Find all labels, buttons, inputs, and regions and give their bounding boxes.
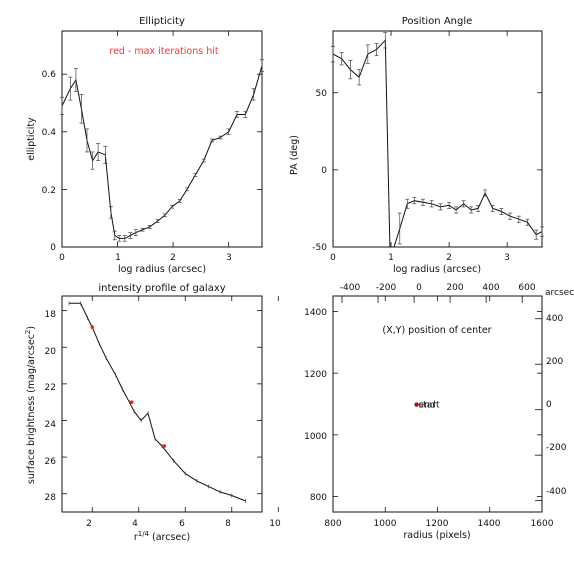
ellipticity-ytick-label: 0.6 <box>42 70 57 80</box>
intensity-profile-ylabel-sup: 2 <box>24 330 32 334</box>
position-angle-xtick-label: 2 <box>446 253 452 263</box>
intensity-profile-panel: intensity profile of galaxy r1/4 (arcsec)… <box>24 283 281 543</box>
intensity-profile-xtick-label: 2 <box>86 519 92 529</box>
center-position-xtick-label: 1600 <box>531 519 554 529</box>
center-position-xtick-label: 1200 <box>426 519 449 529</box>
ellipticity-ylabel: ellipticity <box>26 117 37 161</box>
center-position-xticks: 800 1000 1200 1400 1600 <box>324 519 553 529</box>
intensity-profile-ytick-label: 22 <box>45 383 56 393</box>
intensity-profile-ytick-label: 18 <box>45 310 57 320</box>
center-position-top-tick-label: 600 <box>518 283 535 293</box>
intensity-profile-xlabel-main: r <box>134 532 138 543</box>
intensity-profile-xtick-label: 4 <box>132 519 138 529</box>
ellipticity-series-line <box>61 65 263 239</box>
intensity-profile-ytick-label: 20 <box>45 347 57 357</box>
center-position-top-tick-label: 0 <box>416 283 422 293</box>
ellipticity-ytick-label: 0.4 <box>42 128 57 138</box>
ellipticity-title: Ellipticity <box>139 16 185 27</box>
ellipticity-frame <box>61 30 263 248</box>
center-position-yticks-right: -400 -200 0 200 400 <box>546 314 567 497</box>
center-position-top-tick-label: -400 <box>340 283 361 293</box>
intensity-profile-xtick-label: 10 <box>269 519 281 529</box>
position-angle-ytick-label: -50 <box>312 243 327 253</box>
center-position-right-tick-label: 200 <box>546 357 563 367</box>
intensity-profile-frame <box>61 295 263 513</box>
intensity-profile-ytick-label: 28 <box>45 493 57 503</box>
position-angle-xtick-label: 3 <box>504 253 510 263</box>
center-position-top-tick-label: 400 <box>482 283 499 293</box>
center-position-right-tick-label: 400 <box>546 314 563 324</box>
center-position-ytick-label: 800 <box>310 493 327 503</box>
ellipticity-xlabel: log radius (arcsec) <box>118 264 206 275</box>
center-position-xtick-label: 800 <box>324 519 341 529</box>
intensity-profile-flagged-point <box>90 325 95 329</box>
intensity-profile-ytick-label: 26 <box>45 457 57 467</box>
ellipticity-marks <box>60 31 264 248</box>
center-position-top-tick-label: 200 <box>446 283 463 293</box>
ellipticity-annotation: red - max iterations hit <box>109 46 219 57</box>
center-position-end-label: end <box>419 401 436 411</box>
position-angle-panel: Position Angle log radius (arcsec) PA (d… <box>289 16 544 275</box>
position-angle-frame <box>332 30 543 248</box>
ellipticity-xticks: 0 1 2 3 <box>59 253 232 263</box>
position-angle-xlabel: log radius (arcsec) <box>393 264 481 275</box>
intensity-profile-ylabel-close: ) <box>26 326 37 330</box>
center-position-point <box>414 402 419 407</box>
position-angle-xticks: 0 1 2 3 <box>330 253 510 263</box>
position-angle-ylabel: PA (deg) <box>289 135 300 175</box>
center-position-yticks: 800 1000 1200 1400 <box>304 308 327 503</box>
center-position-xtick-label: 1400 <box>478 519 501 529</box>
intensity-profile-xlabel-sup: 1/4 <box>138 530 150 538</box>
intensity-profile-xlabel-unit: (arcsec) <box>152 532 190 543</box>
intensity-profile-flagged-point <box>162 444 167 448</box>
center-position-right-tick-label: -200 <box>546 443 567 453</box>
ellipticity-yticks: 0 0.2 0.4 0.6 <box>42 70 57 253</box>
intensity-profile-xlabel: r1/4 (arcsec) <box>134 530 190 543</box>
position-angle-title: Position Angle <box>402 16 473 27</box>
position-angle-marks <box>331 31 544 248</box>
center-position-ylabel-right: arcsec <box>545 288 574 298</box>
intensity-profile-flagged-point <box>129 400 134 404</box>
intensity-profile-series-line <box>69 302 246 502</box>
ellipticity-xtick-label: 1 <box>115 253 121 263</box>
ellipticity-ytick-label: 0.2 <box>42 186 56 196</box>
center-position-right-tick-label: 0 <box>546 400 552 410</box>
intensity-profile-yticks: 18 20 22 24 26 28 <box>45 310 57 503</box>
center-position-ytick-label: 1200 <box>304 370 327 380</box>
center-position-xticks-top: -400 -200 0 200 400 600 <box>340 283 536 293</box>
center-position-ytick-label: 1000 <box>304 432 327 442</box>
position-angle-yticks: -50 0 50 <box>312 89 327 253</box>
position-angle-ytick-label: 50 <box>316 89 328 99</box>
position-angle-xtick-label: 1 <box>388 253 394 263</box>
intensity-profile-xtick-label: 8 <box>225 519 231 529</box>
center-position-top-tick-label: -200 <box>376 283 397 293</box>
position-angle-series-line <box>332 39 543 248</box>
intensity-profile-ylabel-main: surface brightness (mag/arcsec <box>26 334 37 484</box>
center-position-right-tick-label: -400 <box>546 487 567 497</box>
intensity-profile-xtick-label: 6 <box>179 519 185 529</box>
intensity-profile-ytick-label: 24 <box>45 420 57 430</box>
center-position-ytick-label: 1400 <box>304 308 327 318</box>
position-angle-ytick-label: 0 <box>321 166 327 176</box>
ellipticity-xtick-label: 3 <box>226 253 232 263</box>
intensity-profile-ylabel: surface brightness (mag/arcsec2) <box>24 326 37 484</box>
center-position-xtick-label: 1000 <box>374 519 397 529</box>
intensity-profile-title: intensity profile of galaxy <box>98 283 225 294</box>
ellipticity-xtick-label: 0 <box>59 253 65 263</box>
ellipticity-xtick-label: 2 <box>170 253 176 263</box>
ellipticity-ytick-label: 0 <box>50 243 56 253</box>
ellipticity-panel: Ellipticity red - max iterations hit log… <box>26 16 264 275</box>
intensity-profile-xticks: 2 4 6 8 10 <box>86 519 281 529</box>
intensity-profile-marks <box>62 296 279 512</box>
center-position-title: (X,Y) position of center <box>382 325 491 336</box>
center-position-start-label: start <box>419 401 440 411</box>
position-angle-xtick-label: 0 <box>330 253 336 263</box>
center-position-panel: (X,Y) position of center radius (pixels)… <box>304 283 574 541</box>
center-position-xlabel: radius (pixels) <box>403 530 470 541</box>
